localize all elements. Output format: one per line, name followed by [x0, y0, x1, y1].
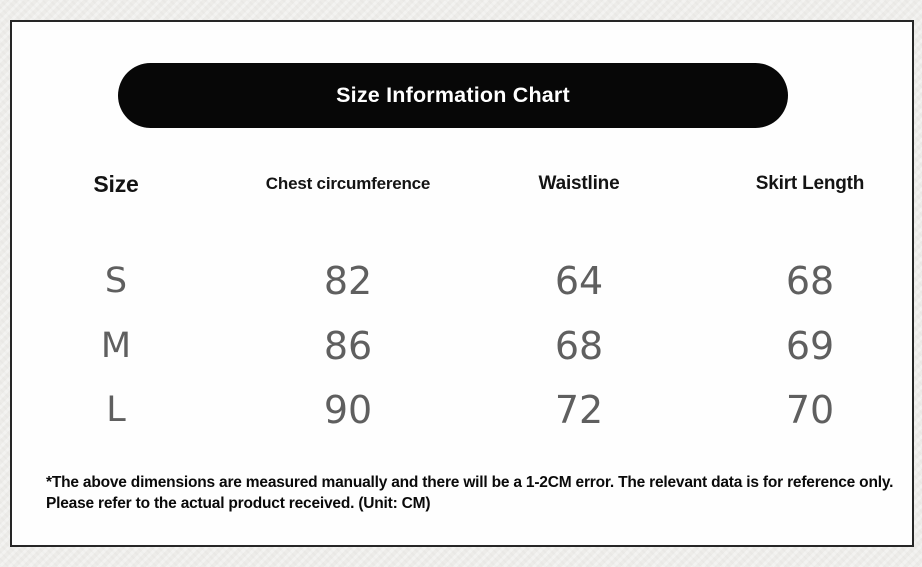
title-banner: Size Information Chart: [118, 63, 788, 128]
table-header-row: Size Chest circumference Waistline Skirt…: [12, 164, 911, 204]
size-label: L: [106, 390, 126, 430]
column-header-chest: Chest circumference: [265, 174, 431, 193]
chest-value: 90: [323, 388, 373, 432]
skirt-length-value: 68: [785, 259, 835, 303]
table-row-l: L 90 72 70: [12, 388, 911, 432]
skirt-length-value: 70: [785, 388, 835, 432]
measurement-disclaimer: *The above dimensions are measured manua…: [46, 474, 894, 512]
page-title: Size Information Chart: [336, 83, 570, 107]
table-row-s: S 82 64 68: [12, 259, 911, 303]
waistline-value: 72: [554, 388, 604, 432]
chest-value: 82: [323, 259, 373, 303]
column-header-size: Size: [93, 171, 139, 197]
waistline-value: 64: [554, 259, 604, 303]
table-row-m: M 86 68 69: [12, 324, 911, 368]
column-header-waistline: Waistline: [538, 173, 620, 194]
skirt-length-value: 69: [785, 324, 835, 368]
size-label: S: [104, 261, 128, 301]
chest-value: 86: [323, 324, 373, 368]
waistline-value: 68: [554, 324, 604, 368]
size-label: M: [100, 326, 132, 366]
content-frame: Size Information Chart Size Chest circum…: [10, 20, 914, 547]
column-header-skirt-length: Skirt Length: [755, 173, 865, 194]
